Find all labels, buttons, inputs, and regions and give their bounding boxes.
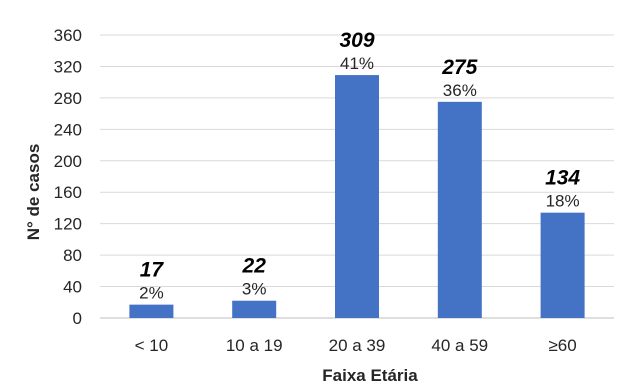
y-tick-label: 0 (73, 309, 82, 328)
value-label: 17 (140, 259, 165, 282)
y-tick-label: 160 (54, 183, 82, 202)
data-labels: 2% 17 3% 22 41% 309 36% 275 18% 134 (139, 29, 580, 303)
percent-label: 2% (139, 284, 164, 303)
y-tick-label: 120 (54, 215, 82, 234)
x-axis-ticks: < 10 10 a 19 20 a 39 40 a 59 ≥60 (135, 336, 577, 355)
value-label: 275 (441, 56, 477, 79)
y-tick-label: 240 (54, 120, 82, 139)
y-axis-ticks: 0 40 80 120 160 200 240 280 320 360 (54, 26, 82, 328)
y-tick-label: 320 (54, 57, 82, 76)
bar (129, 304, 174, 318)
x-tick-label: < 10 (135, 336, 169, 355)
x-axis-title: Faixa Etária (322, 366, 418, 385)
bar (335, 75, 379, 318)
bar (540, 212, 585, 318)
percent-label: 36% (443, 81, 477, 100)
x-tick-label: 10 a 19 (226, 336, 283, 355)
percent-label: 41% (340, 54, 374, 73)
y-tick-label: 360 (54, 26, 82, 45)
x-tick-label: 40 a 59 (431, 336, 488, 355)
bar (232, 300, 277, 318)
value-label: 309 (339, 29, 374, 52)
value-label: 22 (242, 255, 267, 278)
x-tick-label: 20 a 39 (329, 336, 386, 355)
y-tick-label: 40 (63, 278, 82, 297)
y-tick-label: 200 (54, 152, 82, 171)
y-tick-label: 280 (54, 89, 82, 108)
percent-label: 3% (242, 280, 267, 299)
bar (437, 101, 482, 318)
percent-label: 18% (546, 192, 580, 211)
y-tick-label: 80 (63, 246, 82, 265)
bars (129, 75, 585, 318)
y-axis-title: N° de casos (24, 144, 43, 241)
value-label: 134 (545, 167, 580, 190)
x-tick-label: ≥60 (548, 336, 576, 355)
